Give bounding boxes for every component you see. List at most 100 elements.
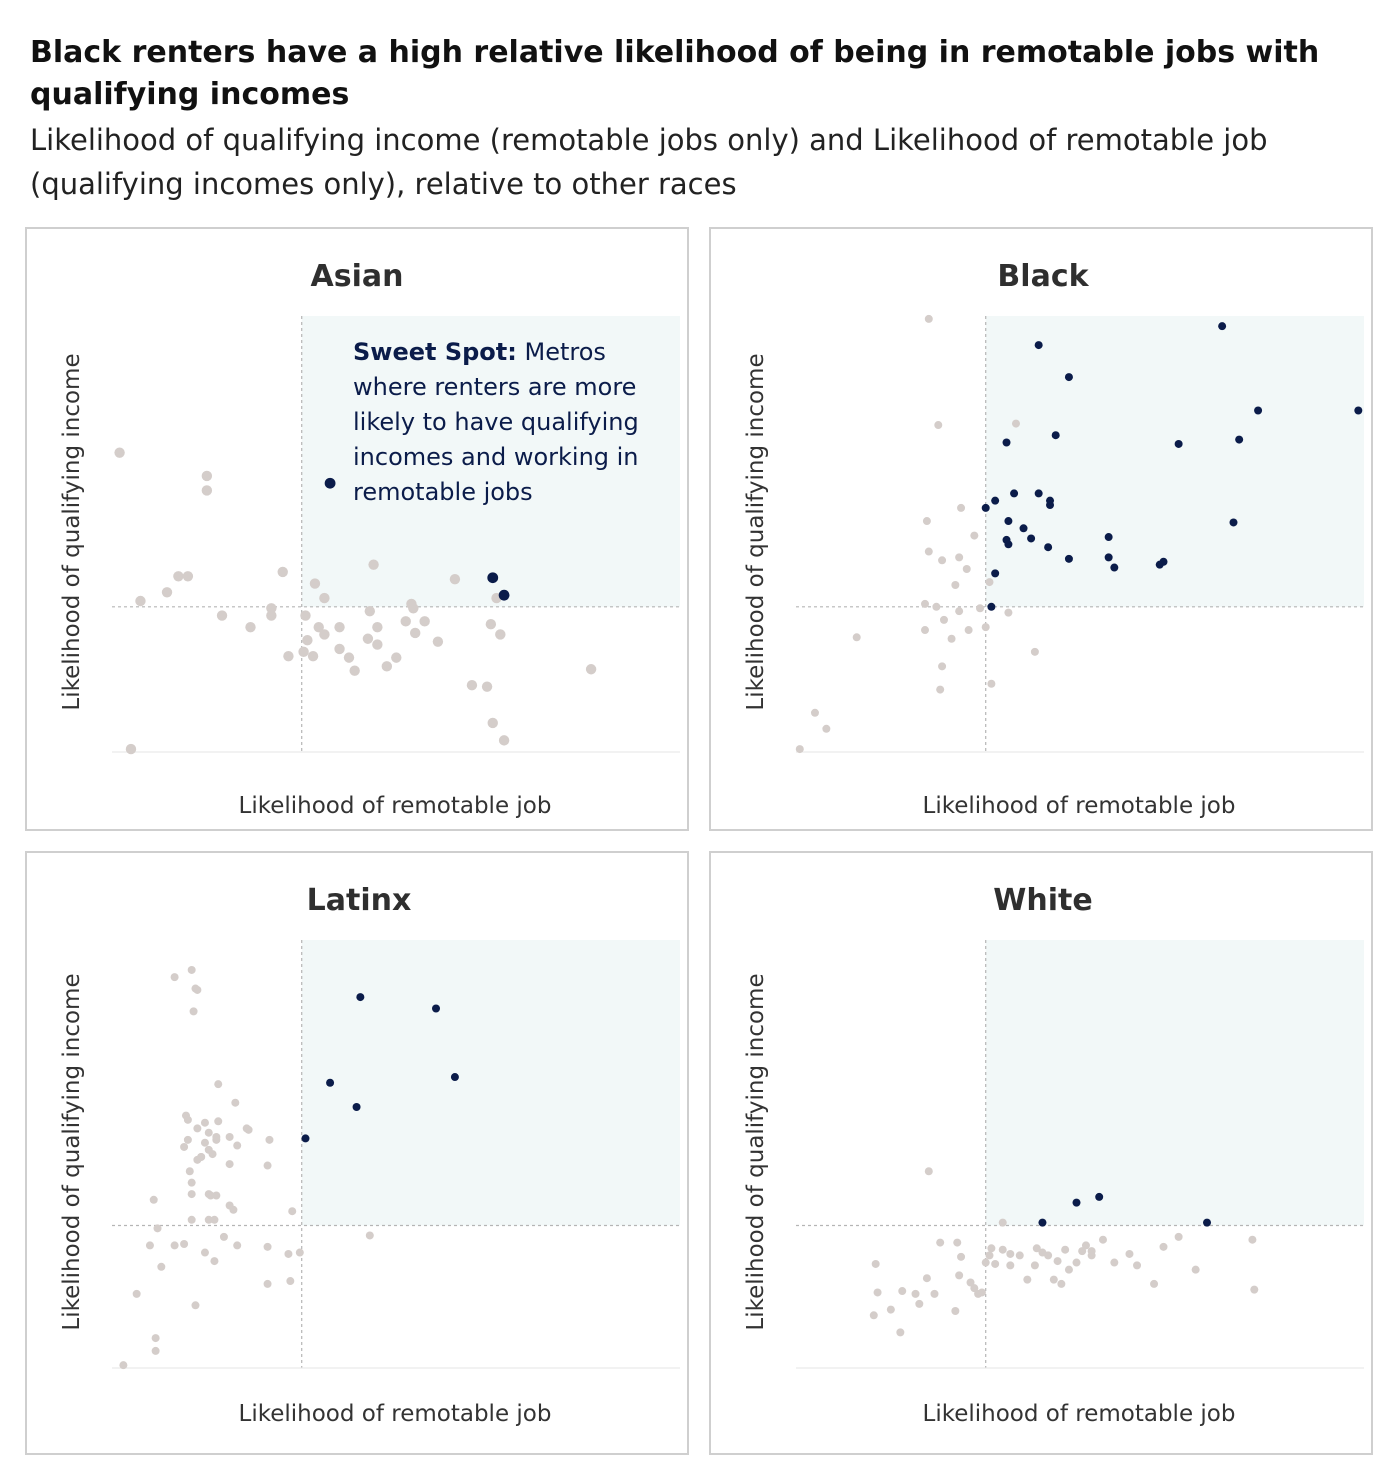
highlight-point: [1072, 1198, 1081, 1207]
data-point: [200, 1118, 209, 1127]
highlight-point: [487, 572, 499, 584]
data-point: [145, 1241, 154, 1250]
highlight-point: [1004, 517, 1013, 526]
data-point: [204, 1215, 213, 1224]
highlight-point: [432, 1004, 441, 1013]
data-point: [810, 708, 819, 717]
data-point: [319, 592, 330, 604]
highlight-point: [1034, 489, 1043, 498]
panel-title: Asian: [311, 259, 404, 294]
highlight-point: [1027, 534, 1036, 543]
highlight-point: [1046, 496, 1055, 505]
data-point: [180, 1142, 189, 1151]
data-point: [149, 1195, 158, 1204]
data-point: [309, 578, 321, 589]
highlight-point: [1064, 373, 1073, 382]
data-point: [924, 1167, 933, 1176]
data-point: [852, 633, 861, 642]
data-point: [991, 1259, 1000, 1268]
data-point: [1125, 1249, 1134, 1258]
data-point: [957, 1252, 966, 1261]
data-point: [286, 1277, 295, 1286]
data-point: [391, 652, 402, 663]
data-point: [498, 735, 510, 746]
panel-asian: Asian Likelihood of remotable job Likeli…: [25, 227, 689, 831]
data-point: [204, 1190, 213, 1199]
data-point: [1004, 608, 1013, 617]
data-point: [896, 1328, 905, 1337]
data-point: [487, 717, 498, 729]
data-point: [319, 629, 330, 640]
highlight-point: [1002, 438, 1011, 447]
data-point: [200, 1248, 209, 1257]
data-point: [1110, 1258, 1119, 1267]
data-point: [277, 566, 288, 578]
data-point: [939, 615, 948, 624]
data-point: [298, 646, 309, 658]
chart-title: Black renters have a high relative likel…: [30, 35, 1320, 112]
data-point: [173, 571, 184, 582]
highlight-point: [1010, 489, 1019, 498]
data-point: [953, 1238, 962, 1247]
data-point: [936, 685, 945, 694]
sweet-spot-region: [301, 316, 680, 607]
data-point: [219, 1232, 228, 1241]
highlight-point: [301, 1134, 310, 1143]
highlight-point: [1064, 554, 1073, 563]
data-point: [1174, 1232, 1183, 1241]
data-point: [157, 1262, 166, 1271]
data-point: [210, 1257, 219, 1266]
data-point: [180, 1240, 189, 1249]
data-point: [981, 1258, 990, 1267]
data-point: [432, 636, 444, 647]
data-point: [1057, 1279, 1066, 1288]
data-point: [1032, 1244, 1041, 1253]
data-point: [193, 1124, 202, 1133]
data-point: [795, 745, 804, 754]
data-point: [266, 603, 277, 614]
data-point: [1150, 1279, 1159, 1288]
data-point: [924, 314, 933, 323]
data-point: [231, 1098, 240, 1107]
data-point: [185, 1167, 194, 1176]
panel-black: Black Likelihood of remotable job Likeli…: [709, 227, 1373, 831]
x-axis-label: Likelihood of remotable job: [239, 793, 552, 819]
data-point: [1023, 1275, 1032, 1284]
chart-subtitle: Likelihood of qualifying income (remotab…: [30, 123, 1268, 201]
data-point: [187, 965, 196, 974]
highlight-point: [991, 569, 1000, 578]
sweet-spot-region: [985, 316, 1364, 607]
data-point: [229, 1205, 238, 1214]
points-group: [119, 965, 459, 1370]
highlight-point: [1155, 560, 1164, 569]
data-point: [1015, 1251, 1024, 1260]
sweet-spot-label: Sweet Spot:: [353, 338, 517, 366]
data-point: [976, 604, 985, 613]
sweet-spot-annotation: Sweet Spot: Metros where renters are mor…: [353, 335, 653, 510]
data-point: [1030, 1261, 1039, 1270]
data-point: [365, 1231, 374, 1240]
data-point: [212, 1191, 221, 1200]
data-point: [970, 1284, 979, 1293]
data-point: [871, 1259, 880, 1268]
data-point: [372, 639, 383, 650]
panel-title: White: [993, 883, 1092, 918]
data-point: [225, 1132, 234, 1141]
x-axis-label: Likelihood of remotable job: [239, 1401, 552, 1427]
data-point: [400, 616, 411, 627]
data-point: [951, 1306, 960, 1315]
data-point: [1159, 1242, 1168, 1251]
data-point: [201, 485, 213, 496]
data-point: [955, 553, 964, 562]
highlight-point: [991, 496, 1000, 505]
sweet-spot-text: Metros where renters are more likely to …: [353, 338, 639, 506]
sweet-spot-region: [985, 940, 1364, 1226]
data-point: [183, 1115, 192, 1124]
data-point: [962, 565, 971, 574]
data-point: [869, 1311, 878, 1320]
data-point: [1072, 1258, 1081, 1267]
data-point: [585, 664, 597, 675]
data-point: [930, 1289, 939, 1298]
data-point: [947, 634, 956, 643]
data-point: [191, 1301, 200, 1310]
